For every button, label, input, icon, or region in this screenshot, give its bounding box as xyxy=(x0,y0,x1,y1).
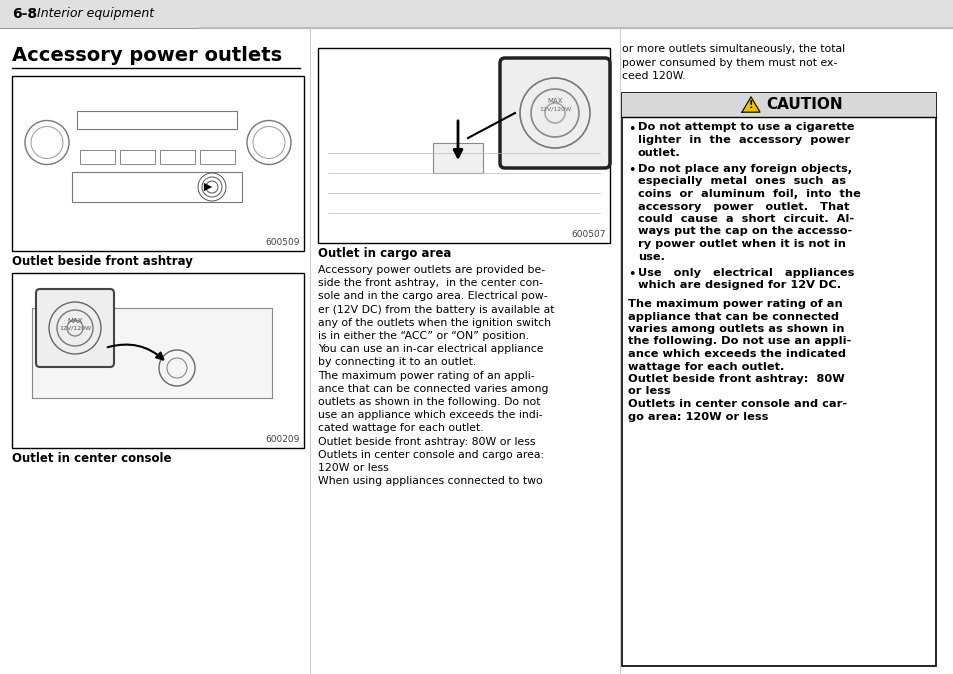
Polygon shape xyxy=(32,308,272,398)
Text: any of the outlets when the ignition switch: any of the outlets when the ignition swi… xyxy=(317,318,551,328)
Bar xyxy=(120,150,154,164)
Polygon shape xyxy=(741,97,760,112)
Text: MAX: MAX xyxy=(67,318,83,324)
Text: Outlets in center console and car-: Outlets in center console and car- xyxy=(627,399,846,409)
Text: is in either the “ACC” or “ON” position.: is in either the “ACC” or “ON” position. xyxy=(317,331,529,341)
Text: side the front ashtray,  in the center con-: side the front ashtray, in the center co… xyxy=(317,278,542,288)
Text: Outlet in cargo area: Outlet in cargo area xyxy=(317,247,451,260)
FancyBboxPatch shape xyxy=(36,289,113,367)
Text: !: ! xyxy=(748,100,753,111)
Text: appliance that can be connected: appliance that can be connected xyxy=(627,311,838,321)
Bar xyxy=(621,92,935,666)
Text: Interior equipment: Interior equipment xyxy=(33,7,154,20)
Text: Accessory power outlets: Accessory power outlets xyxy=(12,46,282,65)
Text: wattage for each outlet.: wattage for each outlet. xyxy=(627,361,783,371)
Bar xyxy=(200,150,234,164)
Text: by connecting it to an outlet.: by connecting it to an outlet. xyxy=(317,357,476,367)
Text: When using appliances connected to two: When using appliances connected to two xyxy=(317,477,542,486)
Text: Outlet beside front ashtray:  80W: Outlet beside front ashtray: 80W xyxy=(627,374,843,384)
Text: ways put the cap on the accesso-: ways put the cap on the accesso- xyxy=(638,226,851,237)
Text: ance that can be connected varies among: ance that can be connected varies among xyxy=(317,384,548,394)
Text: Accessory power outlets are provided be-: Accessory power outlets are provided be- xyxy=(317,265,544,275)
Text: •: • xyxy=(627,268,635,281)
Text: 6-8: 6-8 xyxy=(12,7,37,21)
Text: 600509: 600509 xyxy=(265,238,299,247)
Bar xyxy=(80,150,115,164)
Text: or less: or less xyxy=(627,386,670,396)
Text: ance which exceeds the indicated: ance which exceeds the indicated xyxy=(627,349,845,359)
Text: coins  or  aluminum  foil,  into  the: coins or aluminum foil, into the xyxy=(638,189,860,199)
Bar xyxy=(12,76,304,251)
Text: 120W or less: 120W or less xyxy=(317,463,388,473)
Text: sole and in the cargo area. Electrical pow-: sole and in the cargo area. Electrical p… xyxy=(317,291,547,301)
Text: 600209: 600209 xyxy=(265,435,299,444)
Text: the following. Do not use an appli-: the following. Do not use an appli- xyxy=(627,336,850,346)
Text: cated wattage for each outlet.: cated wattage for each outlet. xyxy=(317,423,483,433)
Text: accessory   power   outlet.   That: accessory power outlet. That xyxy=(638,202,848,212)
Text: Do not place any foreign objects,: Do not place any foreign objects, xyxy=(638,164,851,174)
Text: lighter  in  the  accessory  power: lighter in the accessory power xyxy=(638,135,849,145)
Bar xyxy=(0,0,953,28)
Text: 12V/120W: 12V/120W xyxy=(59,326,91,330)
Text: Outlets in center console and cargo area:: Outlets in center console and cargo area… xyxy=(317,450,543,460)
FancyBboxPatch shape xyxy=(499,58,609,168)
Text: MAX: MAX xyxy=(547,98,562,104)
Text: er (12V DC) from the battery is available at: er (12V DC) from the battery is availabl… xyxy=(317,305,554,315)
Text: The maximum power rating of an: The maximum power rating of an xyxy=(627,299,841,309)
Text: Use   only   electrical   appliances: Use only electrical appliances xyxy=(638,268,854,278)
Text: use an appliance which exceeds the indi-: use an appliance which exceeds the indi- xyxy=(317,410,542,420)
Text: Outlet in center console: Outlet in center console xyxy=(12,452,172,465)
Text: ceed 120W.: ceed 120W. xyxy=(621,71,685,81)
Bar xyxy=(12,273,304,448)
Text: Do not attempt to use a cigarette: Do not attempt to use a cigarette xyxy=(638,123,854,133)
Text: 600507: 600507 xyxy=(571,230,605,239)
Text: which are designed for 12V DC.: which are designed for 12V DC. xyxy=(638,280,841,290)
Text: ry power outlet when it is not in: ry power outlet when it is not in xyxy=(638,239,845,249)
Bar xyxy=(621,92,935,117)
Text: outlets as shown in the following. Do not: outlets as shown in the following. Do no… xyxy=(317,397,540,407)
Text: CAUTION: CAUTION xyxy=(765,97,841,112)
Text: use.: use. xyxy=(638,251,664,262)
Text: outlet.: outlet. xyxy=(638,148,680,158)
Text: go area: 120W or less: go area: 120W or less xyxy=(627,412,767,421)
Bar xyxy=(160,150,194,164)
Bar xyxy=(77,111,236,129)
Bar xyxy=(433,143,482,173)
Text: or more outlets simultaneously, the total: or more outlets simultaneously, the tota… xyxy=(621,44,844,54)
Text: varies among outlets as shown in: varies among outlets as shown in xyxy=(627,324,843,334)
Text: Outlet beside front ashtray: Outlet beside front ashtray xyxy=(12,255,193,268)
Bar xyxy=(71,172,242,202)
Text: You can use an in-car electrical appliance: You can use an in-car electrical applian… xyxy=(317,344,543,355)
Text: 12V/120W: 12V/120W xyxy=(538,106,571,111)
Text: •: • xyxy=(627,164,635,177)
Text: •: • xyxy=(627,123,635,135)
Text: power consumed by them must not ex-: power consumed by them must not ex- xyxy=(621,57,837,67)
Text: The maximum power rating of an appli-: The maximum power rating of an appli- xyxy=(317,371,534,381)
Bar xyxy=(317,48,609,243)
Text: Outlet beside front ashtray: 80W or less: Outlet beside front ashtray: 80W or less xyxy=(317,437,535,447)
Text: could  cause  a  short  circuit.  Al-: could cause a short circuit. Al- xyxy=(638,214,853,224)
Text: especially  metal  ones  such  as: especially metal ones such as xyxy=(638,177,845,187)
